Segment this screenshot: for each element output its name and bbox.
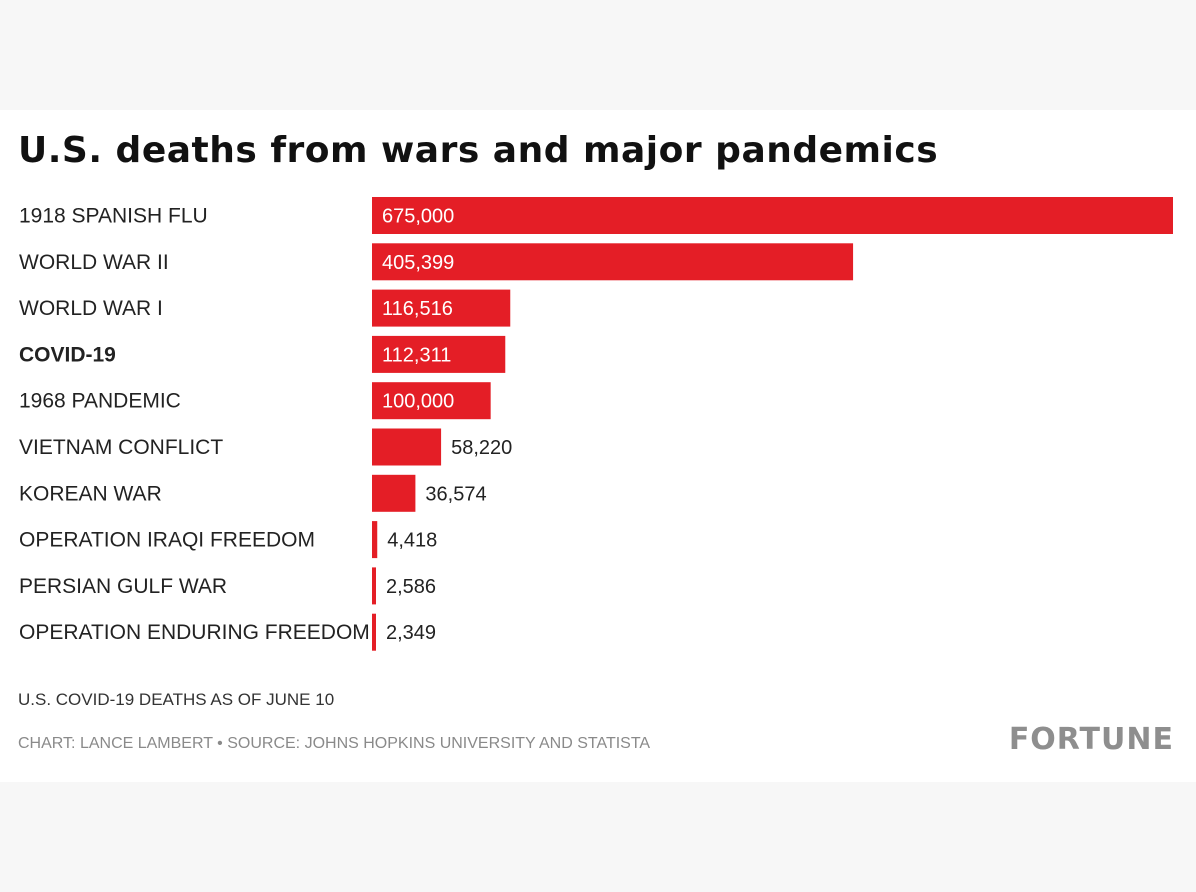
- chart-source: CHART: LANCE LAMBERT • SOURCE: JOHNS HOP…: [18, 735, 651, 752]
- category-label: OPERATION IRAQI FREEDOM: [19, 529, 315, 552]
- value-label: 2,586: [386, 576, 436, 598]
- bar-chart: 1918 SPANISH FLU 675,000 WORLD WAR II 405,3…: [19, 197, 1173, 651]
- chart-card: U.S. deaths from wars and major pandemic…: [0, 110, 1196, 782]
- category-label: PERSIAN GULF WAR: [19, 575, 227, 598]
- category-label: VIETNAM CONFLICT: [19, 436, 223, 459]
- category-label: KOREAN WAR: [19, 482, 162, 505]
- bar: [372, 382, 491, 420]
- bar: [372, 289, 511, 327]
- bar: [372, 243, 854, 281]
- bar: [372, 474, 416, 512]
- category-label: 1968 PANDEMIC: [19, 390, 181, 413]
- value-label: 2,349: [386, 622, 436, 644]
- category-label: 1918 SPANISH FLU: [19, 205, 208, 228]
- value-label: 116,516: [382, 298, 453, 320]
- value-label: 4,418: [387, 530, 437, 552]
- value-label: 36,574: [425, 483, 486, 505]
- bar: [372, 613, 376, 651]
- bar: [372, 567, 376, 605]
- category-label: WORLD WAR I: [19, 297, 163, 320]
- category-label: WORLD WAR II: [19, 251, 169, 274]
- fortune-logo: FORTUNE: [1008, 722, 1174, 757]
- bar: [372, 428, 442, 466]
- category-label: OPERATION ENDURING FREEDOM: [19, 621, 370, 644]
- value-label: 112,311: [382, 344, 451, 366]
- bar: [372, 335, 506, 373]
- covid-footnote: U.S. COVID-19 DEATHS AS OF JUNE 10: [18, 690, 335, 709]
- category-label: COVID-19: [19, 343, 116, 366]
- bar: [372, 197, 1173, 234]
- value-label: 100,000: [382, 391, 454, 413]
- bar: [372, 521, 378, 559]
- value-label: 58,220: [451, 437, 512, 459]
- chart-title: U.S. deaths from wars and major pandemic…: [18, 130, 939, 171]
- value-label: 405,399: [382, 252, 454, 274]
- value-label: 675,000: [382, 206, 454, 228]
